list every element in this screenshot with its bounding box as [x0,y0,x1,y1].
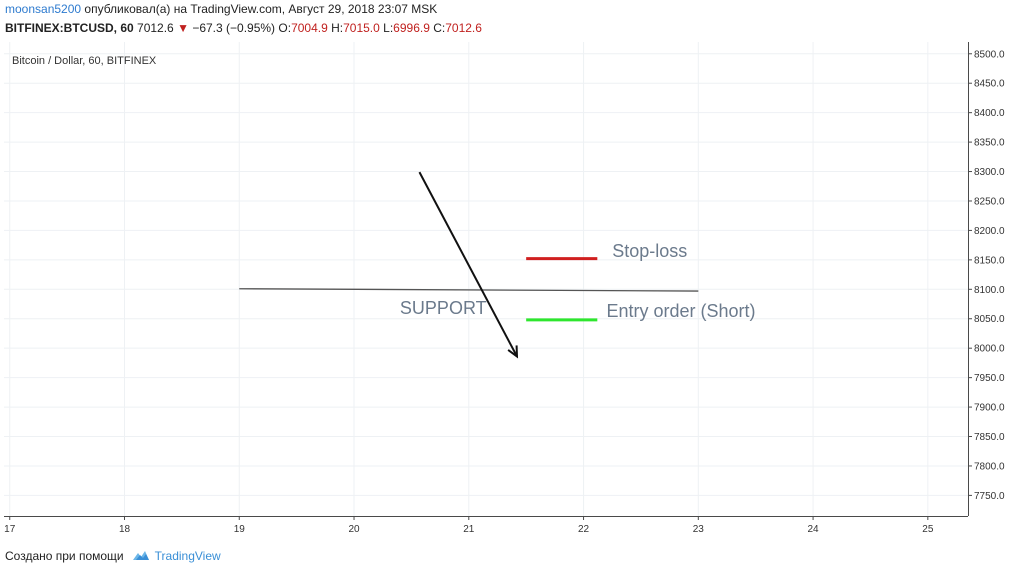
symbol-info: BITFINEX:BTCUSD, 60 7012.6 ▼ −67.3 (−0.9… [5,21,482,35]
down-arrow [418,171,518,357]
x-tick-label: 17 [4,524,16,535]
low-value: 6996.9 [393,21,430,35]
author-link[interactable]: moonsan5200 [5,2,82,16]
y-tick-label: 8100.0 [974,285,1005,296]
y-tick-label: 8150.0 [974,255,1005,266]
open-label: O: [278,21,292,35]
chart-title: Bitcoin / Dollar, 60, BITFINEX [12,55,157,67]
close-value: 7012.6 [445,21,482,35]
chart-area[interactable]: 8500.0 8450.0 8400.0 8350.0 8300.0 8250.0 8200… [4,42,1020,542]
support-line [239,288,699,292]
y-tick-label: 7850.0 [974,432,1005,443]
x-tick-label: 20 [348,524,360,535]
tradingview-brand: TradingView [154,549,221,563]
high-label: H: [331,21,344,35]
down-arrow-head [507,345,519,359]
symbol-name: BITFINEX:BTCUSD, 60 [5,21,134,35]
y-tick-label: 8350.0 [974,138,1005,149]
x-tick-label: 24 [808,524,820,535]
x-tick-label: 23 [693,524,705,535]
support-label: SUPPORT [400,298,487,318]
y-tick-label: 8250.0 [974,196,1005,207]
footer: Создано при помощи TradingView [5,549,221,563]
y-tick-label: 7800.0 [974,461,1005,472]
y-tick-label: 7750.0 [974,491,1005,502]
y-tick-label: 7900.0 [974,403,1005,414]
entry-label: Entry order (Short) [607,301,756,321]
x-tick-label: 18 [119,524,131,535]
tradingview-logo[interactable]: TradingView [132,549,221,563]
price-chart[interactable]: 8500.0 8450.0 8400.0 8350.0 8300.0 8250.0 8200… [4,42,1020,542]
close-label: C: [433,21,446,35]
y-tick-label: 8400.0 [974,108,1005,119]
low-label: L: [383,21,394,35]
publish-info: moonsan5200 опубликовал(а) на TradingVie… [5,2,437,16]
published-text: опубликовал(а) на TradingView.com, Авгус… [84,2,438,16]
tradingview-cloud-icon [132,551,149,560]
y-tick-label: 8050.0 [974,314,1005,325]
last-price: 7012.6 [137,21,174,35]
x-tick-label: 19 [234,524,246,535]
stop-loss-label: Stop-loss [612,241,687,261]
y-tick-label: 8500.0 [974,49,1005,60]
high-value: 7015.0 [343,21,380,35]
y-tick-label: 8000.0 [974,344,1005,355]
y-tick-label: 8200.0 [974,226,1005,237]
y-tick-label: 8300.0 [974,167,1005,178]
x-tick-label: 25 [922,524,934,535]
down-arrow-icon: ▼ [177,21,189,35]
y-tick-label: 8450.0 [974,79,1005,90]
created-with-text: Создано при помощи [5,549,124,563]
price-change: −67.3 (−0.95%) [192,21,276,35]
x-tick-label: 21 [463,524,475,535]
y-tick-label: 7950.0 [974,373,1005,384]
open-value: 7004.9 [291,21,328,35]
x-tick-label: 22 [578,524,590,535]
